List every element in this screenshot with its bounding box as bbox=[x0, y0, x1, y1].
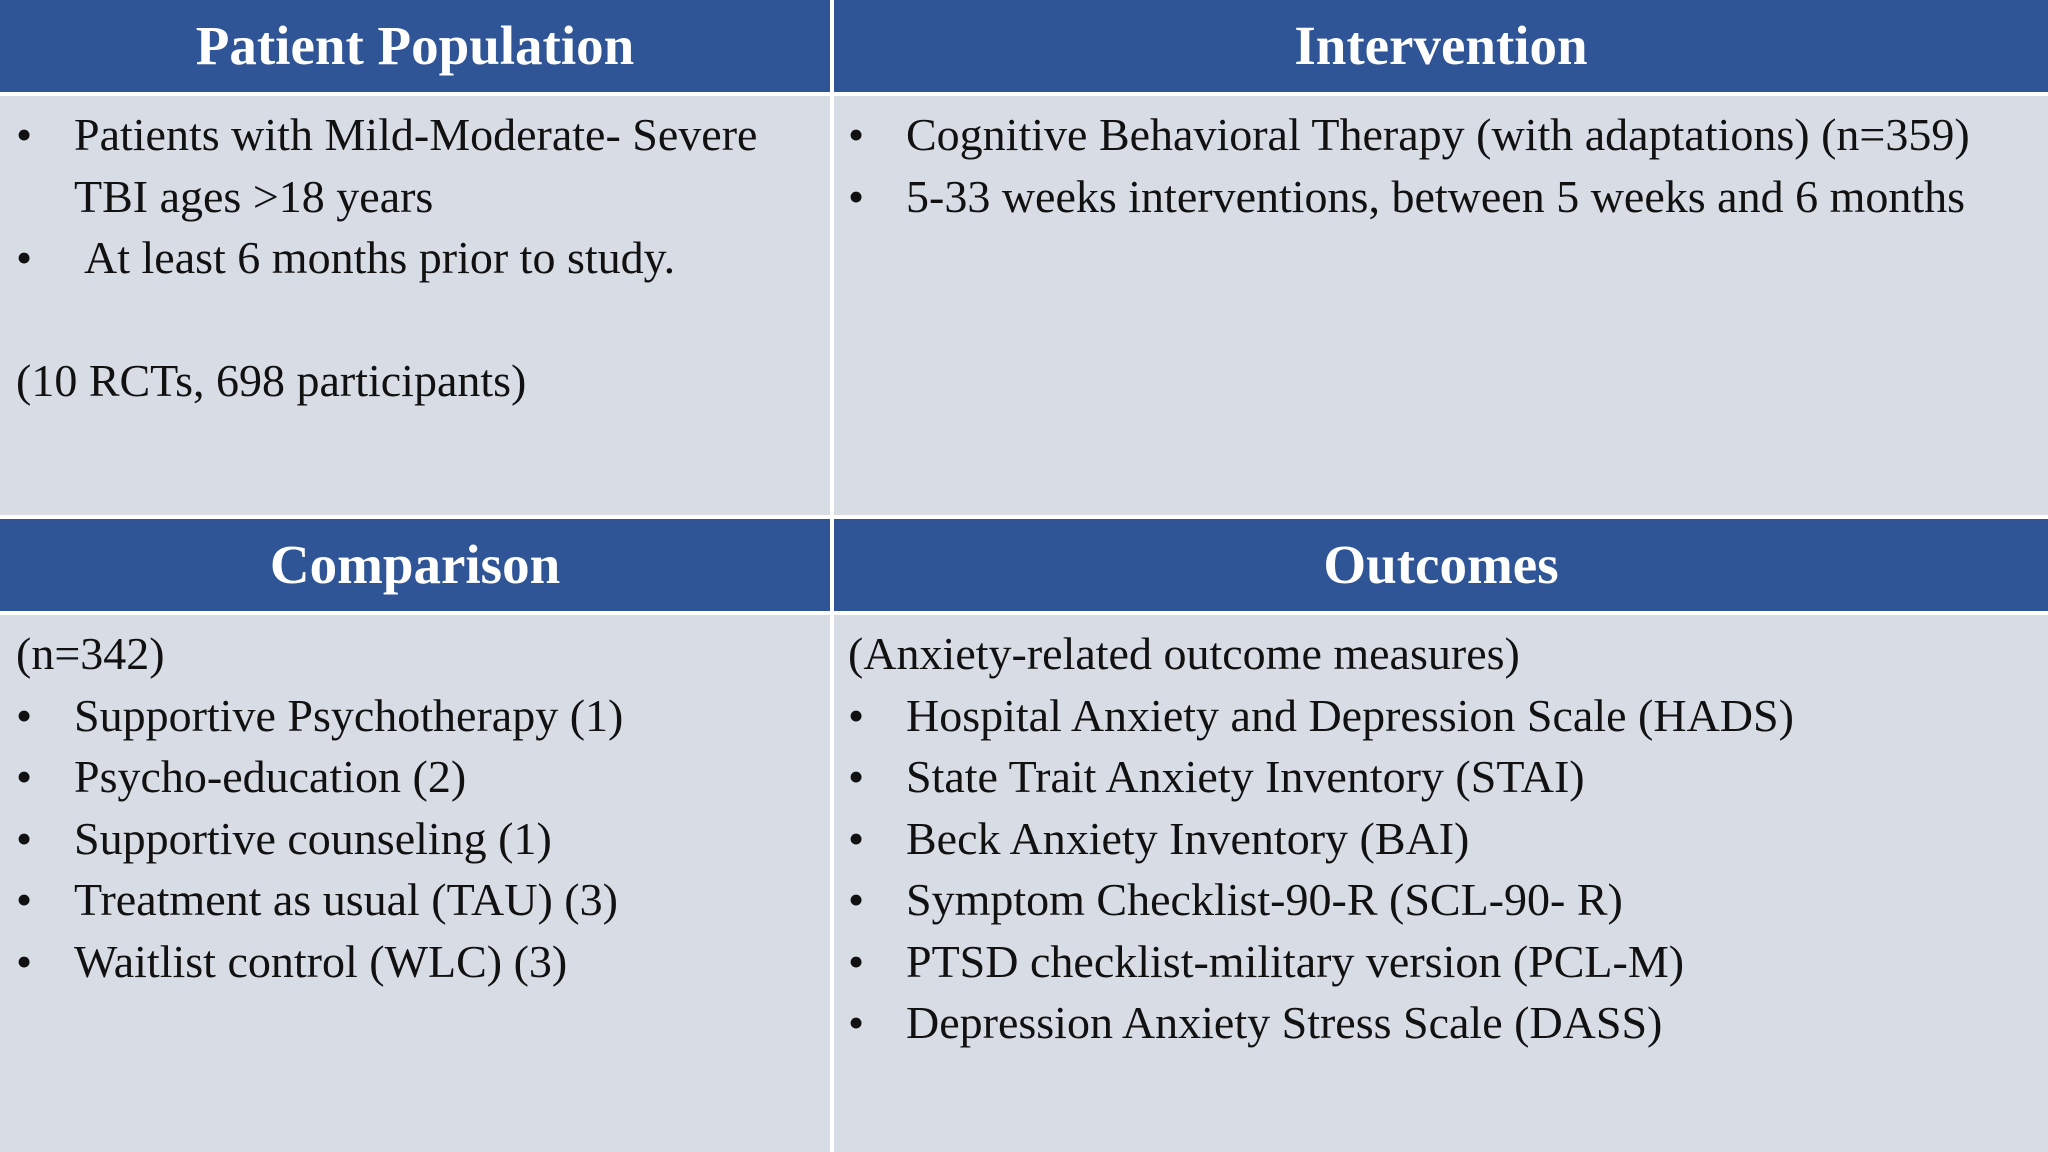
outcomes-body: (Anxiety-related outcome measures) • Hos… bbox=[834, 615, 2048, 1152]
list-item: • Hospital Anxiety and Depression Scale … bbox=[848, 685, 2034, 747]
list-item: • Waitlist control (WLC) (3) bbox=[16, 931, 816, 993]
bullet-icon: • bbox=[848, 751, 865, 802]
population-title: Patient Population bbox=[0, 0, 830, 96]
bullet-icon: • bbox=[16, 751, 33, 802]
outcomes-bullet-text: Symptom Checklist-90-R (SCL-90- R) bbox=[906, 874, 1623, 925]
comparison-bullet-text: Psycho-education (2) bbox=[74, 751, 467, 802]
list-item: • Patients with Mild-Moderate- Severe TB… bbox=[16, 104, 816, 227]
comparison-title: Comparison bbox=[0, 519, 830, 615]
bullet-icon: • bbox=[16, 874, 33, 925]
list-item: • State Trait Anxiety Inventory (STAI) bbox=[848, 746, 2034, 808]
intervention-bullet-text: Cognitive Behavioral Therapy (with adapt… bbox=[906, 109, 1970, 160]
bullet-icon: • bbox=[848, 109, 865, 160]
outcomes-bullet-text: State Trait Anxiety Inventory (STAI) bbox=[906, 751, 1585, 802]
list-item: • Psycho-education (2) bbox=[16, 746, 816, 808]
bullet-icon: • bbox=[16, 232, 33, 283]
list-item: • 5-33 weeks interventions, between 5 we… bbox=[848, 166, 2034, 228]
bullet-icon: • bbox=[848, 689, 865, 741]
comparison-bullet-text: Supportive Psychotherapy (1) bbox=[74, 689, 624, 741]
list-item: • Beck Anxiety Inventory (BAI) bbox=[848, 808, 2034, 870]
bullet-icon: • bbox=[848, 170, 865, 222]
list-item: • Supportive counseling (1) bbox=[16, 808, 816, 870]
bullet-icon: • bbox=[16, 935, 33, 987]
comparison-body: (n=342) • Supportive Psychotherapy (1) •… bbox=[0, 615, 830, 1152]
intervention-quadrant: Intervention • Cognitive Behavioral Ther… bbox=[832, 0, 2048, 517]
population-quadrant: Patient Population • Patients with Mild-… bbox=[0, 0, 832, 517]
outcomes-bullet-text: Hospital Anxiety and Depression Scale (H… bbox=[906, 689, 1794, 741]
intervention-bullet-text: 5-33 weeks interventions, between 5 week… bbox=[906, 170, 1966, 222]
bullet-icon: • bbox=[848, 874, 865, 925]
outcomes-bullet-text: PTSD checklist-military version (PCL-M) bbox=[906, 935, 1685, 987]
outcomes-intro: (Anxiety-related outcome measures) bbox=[848, 628, 1520, 679]
list-item: • Symptom Checklist-90-R (SCL-90- R) bbox=[848, 869, 2034, 931]
bullet-icon: • bbox=[16, 812, 33, 864]
outcomes-bullet-text: Beck Anxiety Inventory (BAI) bbox=[906, 812, 1470, 864]
outcomes-bullet-list: • Hospital Anxiety and Depression Scale … bbox=[848, 685, 2034, 1054]
bullet-icon: • bbox=[848, 997, 865, 1048]
comparison-bullet-list: • Supportive Psychotherapy (1) • Psycho-… bbox=[16, 685, 816, 993]
outcomes-title: Outcomes bbox=[834, 519, 2048, 615]
population-body: • Patients with Mild-Moderate- Severe TB… bbox=[0, 96, 830, 515]
intervention-body: • Cognitive Behavioral Therapy (with ada… bbox=[834, 96, 2048, 515]
comparison-bullet-text: Waitlist control (WLC) (3) bbox=[74, 935, 568, 987]
comparison-bullet-text: Supportive counseling (1) bbox=[74, 812, 552, 864]
bullet-icon: • bbox=[848, 935, 865, 987]
list-item: • At least 6 months prior to study. bbox=[16, 227, 816, 289]
list-item: • PTSD checklist-military version (PCL-M… bbox=[848, 931, 2034, 993]
comparison-bullet-text: Treatment as usual (TAU) (3) bbox=[74, 874, 618, 925]
population-study-count: (10 RCTs, 698 participants) bbox=[16, 355, 527, 406]
list-item: • Supportive Psychotherapy (1) bbox=[16, 685, 816, 747]
outcomes-quadrant: Outcomes (Anxiety-related outcome measur… bbox=[832, 517, 2048, 1152]
intervention-title: Intervention bbox=[834, 0, 2048, 96]
list-item: • Depression Anxiety Stress Scale (DASS) bbox=[848, 992, 2034, 1054]
outcomes-bullet-text: Depression Anxiety Stress Scale (DASS) bbox=[906, 997, 1663, 1048]
comparison-quadrant: Comparison (n=342) • Supportive Psychoth… bbox=[0, 517, 832, 1152]
population-bullet-text: Patients with Mild-Moderate- Severe TBI … bbox=[74, 109, 758, 222]
population-bullet-text: At least 6 months prior to study. bbox=[84, 232, 676, 283]
comparison-sample-size: (n=342) bbox=[16, 628, 165, 679]
list-item: • Treatment as usual (TAU) (3) bbox=[16, 869, 816, 931]
bullet-icon: • bbox=[848, 812, 865, 864]
bullet-icon: • bbox=[16, 109, 33, 160]
bullet-icon: • bbox=[16, 689, 33, 741]
intervention-bullet-list: • Cognitive Behavioral Therapy (with ada… bbox=[848, 104, 2034, 227]
list-item: • Cognitive Behavioral Therapy (with ada… bbox=[848, 104, 2034, 166]
spacer bbox=[16, 289, 816, 351]
population-bullet-list: • Patients with Mild-Moderate- Severe TB… bbox=[16, 104, 816, 289]
